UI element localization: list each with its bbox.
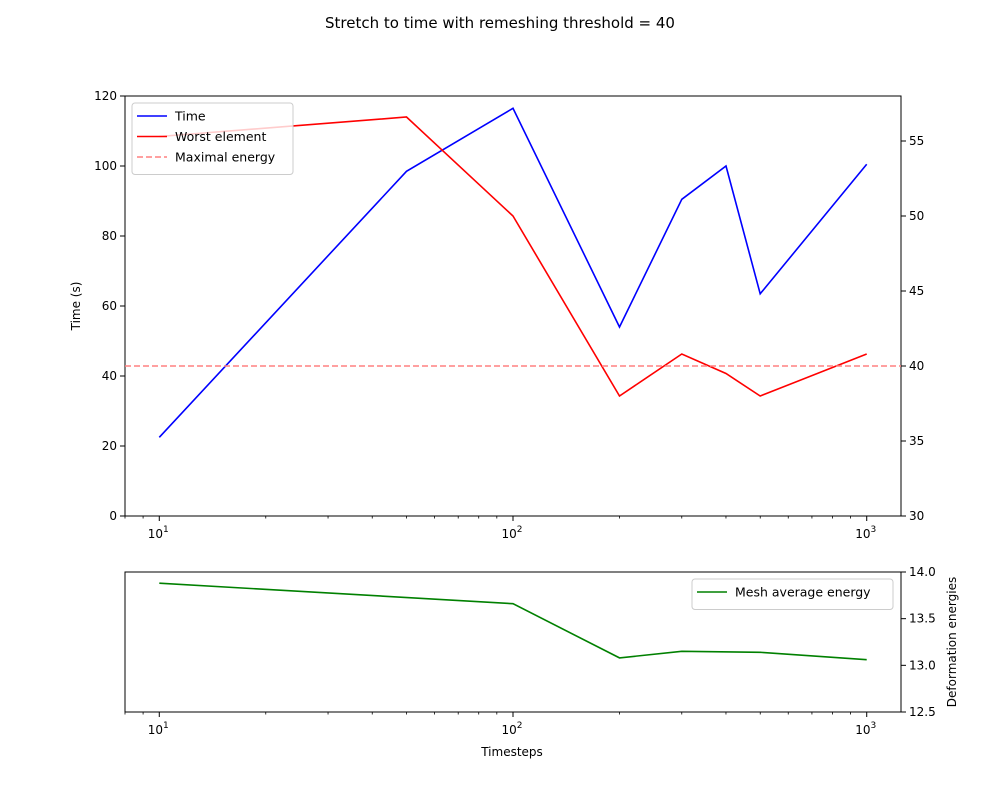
x-tick-label: 101 [148,721,169,737]
top-plot: 101 102 103 0 20 40 60 80 100 120 30 35 40 45 50 55 Tim… [69,89,924,541]
bottom-legend: Mesh average energy [691,578,894,610]
top-axes-group: 101 102 103 0 20 40 60 80 100 120 30 35 40 45 50 55 [94,89,924,541]
legend-label: Maximal energy [175,150,276,165]
series-line-worst-element [159,116,867,398]
x-tick-label: 102 [501,721,522,737]
x-tick-label: 102 [501,525,522,541]
left-y-tick-label: 120 [94,89,117,103]
x-tick-label: 103 [855,525,876,541]
legend-label: Mesh average energy [735,585,871,600]
chart-title: Stretch to time with remeshing threshold… [325,14,675,32]
legend-label: Time [174,109,206,124]
left-y-tick-label: 40 [102,369,117,383]
right-y-tick-label: 13.0 [909,658,936,672]
right-y-tick-label: 30 [909,509,924,523]
x-tick-label: 103 [855,721,876,737]
bottom-axes-group: 101 102 103 12.5 13.0 13.5 14.0 [124,565,936,737]
legend-box [691,578,894,610]
left-y-tick-label: 80 [102,229,117,243]
left-y-tick-label: 100 [94,159,117,173]
bottom-right-y-axis-label: Deformation energies [945,577,959,707]
right-y-tick-label: 45 [909,284,924,298]
left-y-tick-label: 20 [102,439,117,453]
right-y-tick-label: 13.5 [909,612,936,626]
top-y-axis-label: Time (s) [69,282,83,332]
right-y-tick-label: 55 [909,134,924,148]
top-series-group [125,107,901,438]
right-y-tick-label: 12.5 [909,705,936,719]
bottom-plot: 101 102 103 12.5 13.0 13.5 14.0 Timesteps Defo… [124,565,959,759]
legend-box [131,102,294,175]
top-legend: Time Worst element Maximal energy [131,102,294,175]
x-tick-label: 101 [148,525,169,541]
bottom-x-axis-label: Timesteps [480,745,543,759]
left-y-tick-label: 60 [102,299,117,313]
bottom-series-group [159,582,867,661]
right-y-tick-label: 14.0 [909,565,936,579]
left-y-tick-label: 0 [109,509,117,523]
series-line-mesh-average-energy [159,582,867,661]
right-y-tick-label: 40 [909,359,924,373]
legend-label: Worst element [175,129,266,144]
series-line-time [158,107,868,438]
right-y-tick-label: 35 [909,434,924,448]
right-y-tick-label: 50 [909,209,924,223]
